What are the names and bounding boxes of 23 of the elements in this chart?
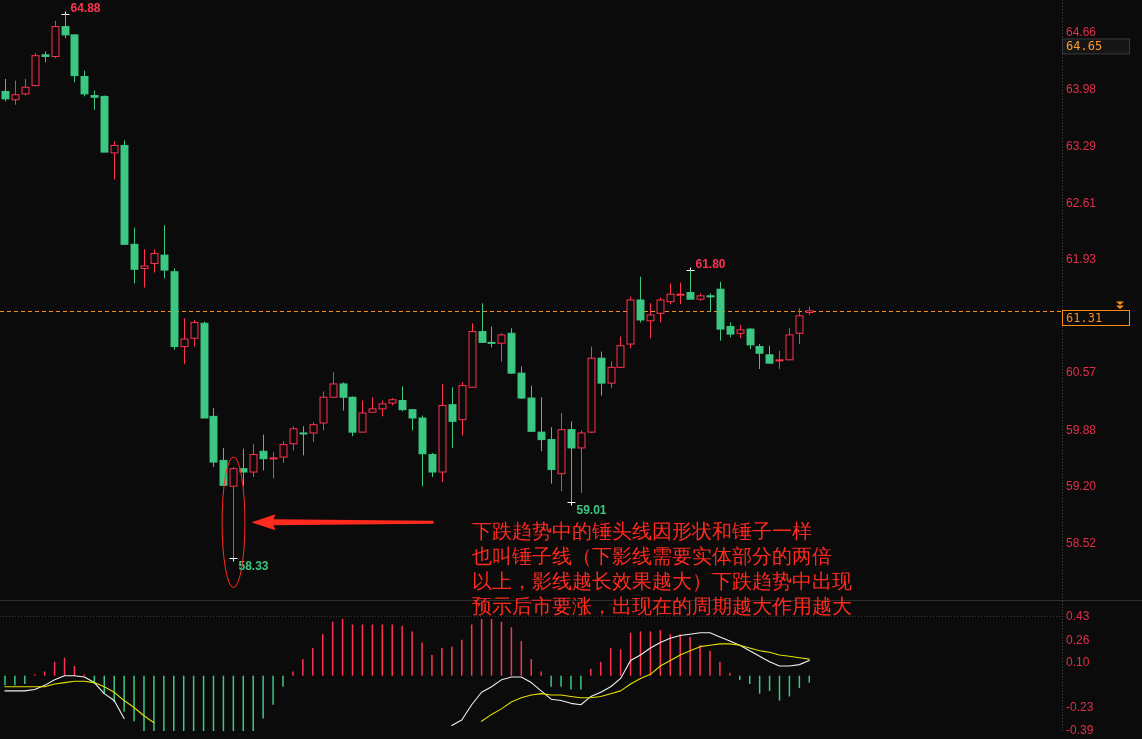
annotation: 下跌趋势中的锤头线因形状和锤子一样: [471, 519, 812, 544]
y-tick-label: 58.52: [1066, 535, 1097, 550]
y-tick-label: 63.29: [1066, 139, 1097, 154]
y-tick-label: -0.39: [1066, 722, 1094, 737]
y-tick-label: 62.61: [1066, 195, 1097, 210]
y-tick-label: 61.93: [1066, 252, 1097, 267]
data-label: 64.88: [70, 0, 101, 15]
data-label: 59.01: [576, 502, 607, 517]
y-tick-label: -0.23: [1066, 700, 1094, 715]
annotation: 也叫锤子线（下影线需要实体部分的两倍: [471, 544, 832, 569]
y-tick-label: 64.66: [1066, 25, 1097, 40]
y-tick-label: 59.20: [1066, 479, 1097, 494]
y-tick-label: 0.10: [1066, 654, 1090, 669]
y-tick-label: 0.43: [1066, 609, 1090, 624]
y-tick-label: 60.57: [1066, 365, 1097, 380]
annotation: 预示后市要涨，出现在的周期越大作用越大: [471, 594, 852, 619]
ref-line-label: 61.31: [1066, 311, 1103, 325]
annotation: 以上，影线越长效果越大）下跌趋势中出现: [471, 569, 852, 594]
y-tick-label: 59.88: [1066, 422, 1097, 437]
y-tick-label: 0.26: [1066, 632, 1090, 647]
annotation: 64.65: [1066, 39, 1103, 54]
y-tick-label: 63.98: [1066, 81, 1097, 96]
data-label: 61.80: [695, 256, 726, 271]
